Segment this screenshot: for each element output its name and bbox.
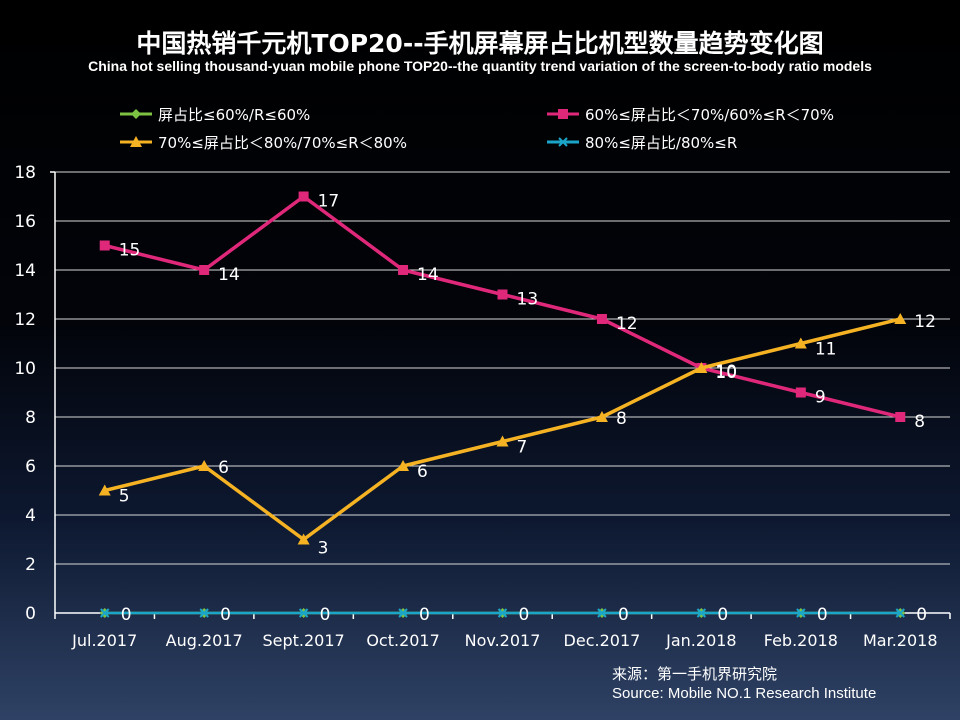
legend-swatch-marker-0 <box>131 109 141 119</box>
data-label-s0-7: 0 <box>817 605 828 625</box>
y-tick-label-2: 2 <box>25 555 36 575</box>
axes: 0 2 4 6 8 10 12 14 16 18 Jul.2017 Aug.2017 Sept.2017… <box>14 163 951 650</box>
legend-item-2: 70%≤屏占比＜80%/70%≤R＜80% <box>120 134 407 152</box>
point-s2-5 <box>595 411 608 422</box>
point-s3-2 <box>298 608 309 618</box>
x-tick-label-3: Oct.2017 <box>366 631 439 650</box>
legend-label-2: 70%≤屏占比＜80%/70%≤R＜80% <box>158 134 407 152</box>
data-label-s0-3: 0 <box>419 605 430 625</box>
point-s3-7 <box>796 608 806 618</box>
point-s2-8 <box>894 313 907 324</box>
series-line-2 <box>104 317 901 542</box>
y-tick-label-10: 10 <box>14 359 36 379</box>
legend-swatch-marker-1 <box>558 109 568 119</box>
data-label-s0-2: 0 <box>320 605 331 625</box>
data-label-s0-8: 0 <box>916 605 927 625</box>
point-s2-6 <box>695 362 708 373</box>
point-s1-4 <box>497 289 508 300</box>
data-label-s1-7: 9 <box>815 388 826 408</box>
point-s1-0 <box>99 240 110 251</box>
data-label-s2-1: 6 <box>218 458 229 478</box>
point-s3-0 <box>100 608 110 618</box>
point-s2-0 <box>98 484 111 496</box>
data-label-s2-2: 3 <box>318 539 329 559</box>
data-label-s1-6: 10 <box>715 363 737 383</box>
data-label-s2-5: 8 <box>616 409 627 429</box>
data-label-s2-0: 5 <box>119 487 130 507</box>
source-line-cn: 来源：第一手机界研究院 <box>612 666 778 683</box>
data-label-s1-4: 13 <box>517 290 539 310</box>
point-s3-8 <box>895 608 905 618</box>
point-s3-6 <box>696 608 707 618</box>
point-s1-1 <box>199 265 210 275</box>
data-label-s2-6: 10 <box>715 362 737 382</box>
x-tick-label-4: Nov.2017 <box>465 631 541 650</box>
series-group <box>98 191 907 618</box>
data-label-s1-8: 8 <box>914 412 925 432</box>
point-s1-7 <box>795 387 806 398</box>
data-label-s2-8: 12 <box>914 312 936 332</box>
y-tick-label-0: 0 <box>25 604 36 624</box>
data-label-s0-5: 0 <box>618 605 629 625</box>
x-tick-label-6: Jan.2018 <box>665 631 736 650</box>
point-s3-4 <box>497 608 508 618</box>
point-s3-3 <box>398 608 408 618</box>
gridlines <box>55 171 950 565</box>
data-label-s1-0: 15 <box>119 241 141 261</box>
y-tick-label-8: 8 <box>25 408 36 428</box>
y-tick-label-16: 16 <box>14 212 36 232</box>
x-tick-label-7: Feb.2018 <box>764 631 838 650</box>
legend-item-0: 屏占比≤60%/R≤60% <box>120 106 310 124</box>
data-label-s0-0: 0 <box>121 605 132 625</box>
y-tick-label-14: 14 <box>14 261 36 281</box>
legend-swatch-marker-2 <box>130 136 142 147</box>
series-line-1 <box>104 194 901 419</box>
point-s2-7 <box>794 337 807 349</box>
data-label-s1-3: 14 <box>417 265 439 285</box>
y-tick-label-12: 12 <box>14 310 36 330</box>
data-label-s0-4: 0 <box>519 605 530 625</box>
x-tick-label-8: Mar.2018 <box>863 631 938 650</box>
legend-label-0: 屏占比≤60%/R≤60% <box>158 106 310 124</box>
x-tick-label-5: Dec.2017 <box>564 631 641 650</box>
x-tick-label-1: Aug.2017 <box>166 631 243 650</box>
y-tick-label-4: 4 <box>25 506 36 526</box>
x-tick-label-2: Sept.2017 <box>262 631 344 650</box>
data-label-s2-3: 6 <box>417 462 428 482</box>
point-s1-3 <box>398 265 409 275</box>
point-s1-8 <box>895 412 906 422</box>
source-line-en: Source: Mobile NO.1 Research Institute <box>612 685 877 702</box>
data-label-s1-5: 12 <box>616 314 638 334</box>
x-tick-label-0: Jul.2017 <box>71 631 137 650</box>
data-label-s2-4: 7 <box>517 438 528 458</box>
point-s2-3 <box>397 460 410 471</box>
data-label-s2-7: 11 <box>815 340 837 360</box>
y-tick-label-18: 18 <box>14 163 36 183</box>
point-s3-5 <box>597 608 607 618</box>
point-s1-2 <box>298 191 309 202</box>
data-label-s1-2: 17 <box>318 192 340 212</box>
point-s2-1 <box>198 460 211 471</box>
chart-title: 中国热销千元机TOP20--手机屏幕屏占比机型数量趋势变化图 <box>136 29 824 58</box>
point-s2-4 <box>496 435 509 447</box>
data-label-s0-1: 0 <box>220 605 231 625</box>
y-tick-label-6: 6 <box>25 457 36 477</box>
chart-subtitle: China hot selling thousand-yuan mobile p… <box>88 58 872 74</box>
point-s1-5 <box>596 314 607 324</box>
legend-label-1: 60%≤屏占比＜70%/60%≤R＜70% <box>585 106 834 124</box>
legend: 屏占比≤60%/R≤60% 60%≤屏占比＜70%/60%≤R＜70% 70%≤屏占… <box>120 106 834 152</box>
legend-swatch-marker-3 <box>558 137 568 147</box>
source-note: 来源：第一手机界研究院 Source: Mobile NO.1 Research… <box>612 665 876 703</box>
data-label-s0-6: 0 <box>717 605 728 625</box>
point-s2-2 <box>297 533 310 545</box>
data-label-s1-1: 14 <box>218 265 240 285</box>
point-s3-1 <box>199 608 209 618</box>
legend-item-1: 60%≤屏占比＜70%/60%≤R＜70% <box>547 106 834 124</box>
legend-label-3: 80%≤屏占比/80%≤R <box>585 134 737 152</box>
legend-item-3: 80%≤屏占比/80%≤R <box>547 134 737 152</box>
